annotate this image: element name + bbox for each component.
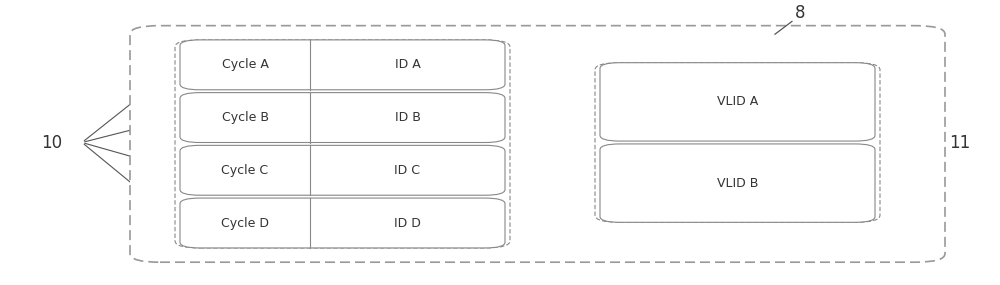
FancyBboxPatch shape <box>600 63 875 141</box>
Text: VLID B: VLID B <box>717 177 758 190</box>
Text: 11: 11 <box>949 133 971 152</box>
FancyBboxPatch shape <box>180 198 505 248</box>
Text: ID C: ID C <box>394 164 420 177</box>
Text: 8: 8 <box>795 4 805 22</box>
Text: Cycle A: Cycle A <box>222 58 268 71</box>
Text: 10: 10 <box>41 133 63 152</box>
Text: VLID A: VLID A <box>717 95 758 108</box>
Text: ID B: ID B <box>395 111 420 124</box>
Text: Cycle B: Cycle B <box>222 111 268 124</box>
Text: ID D: ID D <box>394 217 421 229</box>
Text: ID A: ID A <box>395 58 420 71</box>
FancyBboxPatch shape <box>180 145 505 195</box>
FancyBboxPatch shape <box>595 63 880 222</box>
FancyBboxPatch shape <box>180 93 505 142</box>
FancyBboxPatch shape <box>180 40 505 90</box>
Text: Cycle D: Cycle D <box>221 217 269 229</box>
FancyBboxPatch shape <box>175 40 510 248</box>
FancyBboxPatch shape <box>130 26 945 262</box>
Text: Cycle C: Cycle C <box>221 164 269 177</box>
FancyBboxPatch shape <box>600 144 875 222</box>
